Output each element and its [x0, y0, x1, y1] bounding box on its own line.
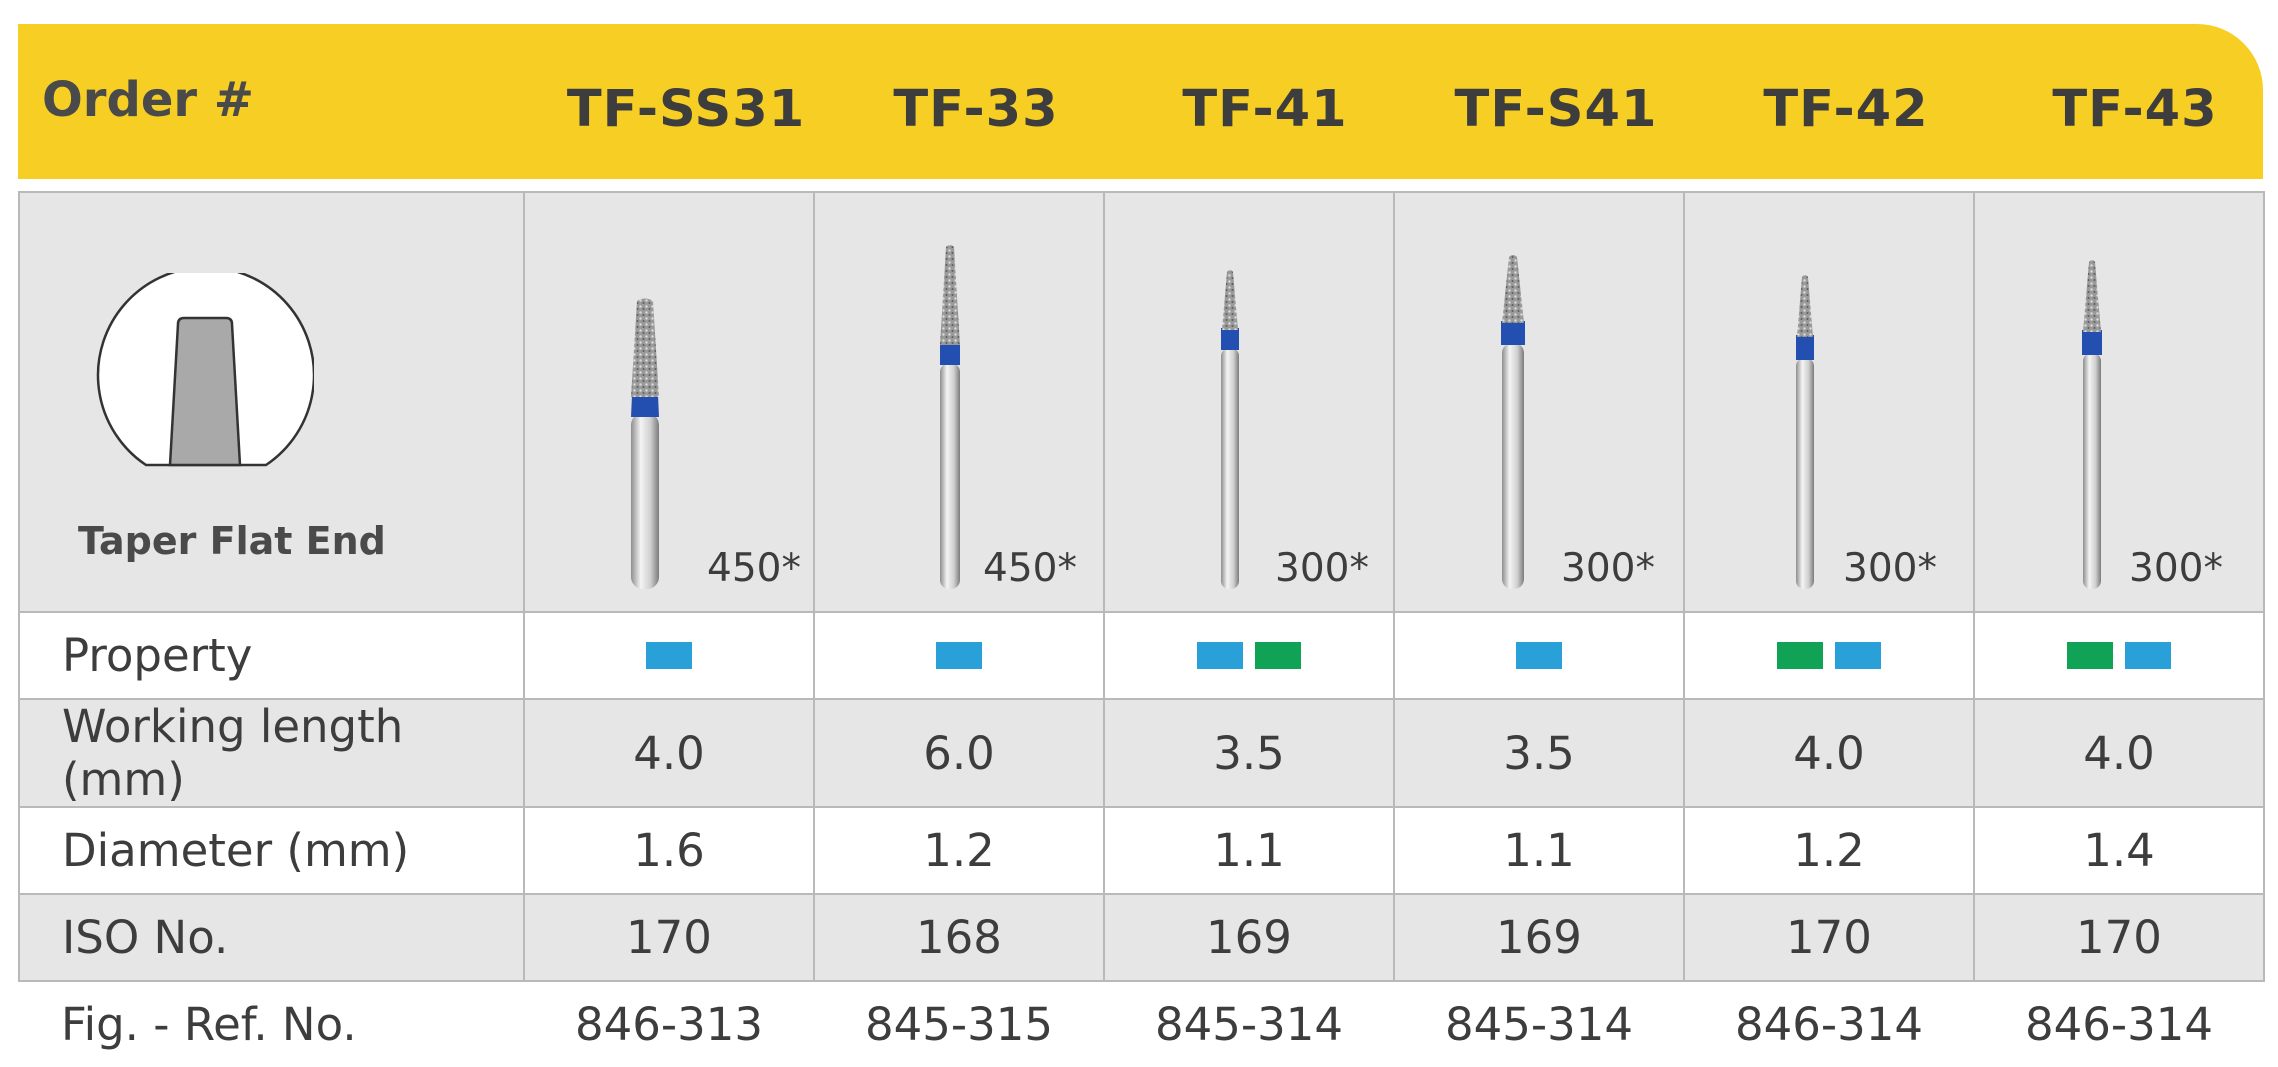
- bur-cell-tf-42: 300*: [1683, 191, 1975, 613]
- property-blue-swatch: [1835, 642, 1881, 669]
- iso-label: ISO No.: [18, 893, 525, 982]
- ref-label: Fig. - Ref. No.: [19, 981, 524, 1067]
- shape-cell: Taper Flat End: [18, 191, 525, 613]
- diameter-value: 1.1: [1393, 806, 1685, 895]
- property-cell: [1683, 611, 1975, 700]
- ref-value: 846-313: [524, 981, 814, 1067]
- property-blue-swatch: [1197, 642, 1243, 669]
- rpm-label: 300*: [2129, 546, 2223, 591]
- bur-tf-33-image: [940, 245, 960, 589]
- bur-tf-43-image: [2082, 260, 2102, 589]
- property-cell: [1973, 611, 2265, 700]
- diameter-value: 1.4: [1973, 806, 2265, 895]
- product-table: Order # TF-SS31 TF-33 TF-41 TF-S41 TF-42…: [18, 24, 2265, 1067]
- property-green-swatch: [2067, 642, 2113, 669]
- iso-value: 168: [813, 893, 1105, 982]
- order-header: Order # TF-SS31 TF-33 TF-41 TF-S41 TF-42…: [18, 24, 2263, 179]
- order-code-tf-42: TF-42: [1763, 80, 1929, 139]
- bur-cell-tf-33: 450*: [813, 191, 1105, 613]
- property-cell: [1103, 611, 1395, 700]
- working-length-value: 3.5: [1103, 698, 1395, 808]
- bur-cell-tf-43: 300*: [1973, 191, 2265, 613]
- order-code-tf-s41: TF-S41: [1454, 80, 1658, 139]
- order-code-tf-43: TF-43: [2052, 80, 2218, 139]
- diameter-value: 1.1: [1103, 806, 1395, 895]
- working-length-value: 6.0: [813, 698, 1105, 808]
- working-length-value: 4.0: [1973, 698, 2265, 808]
- bur-tf-ss31-image: [631, 298, 659, 589]
- bur-cell-tf-s41: 300*: [1393, 191, 1685, 613]
- ref-value: 845-314: [1104, 981, 1394, 1067]
- bur-tf-41-image: [1221, 270, 1239, 589]
- iso-value: 170: [1683, 893, 1975, 982]
- rpm-label: 450*: [707, 546, 801, 591]
- order-label: Order #: [42, 72, 254, 128]
- property-blue-swatch: [2125, 642, 2171, 669]
- bur-cell-tf-41: 300*: [1103, 191, 1395, 613]
- iso-value: 169: [1103, 893, 1395, 982]
- property-blue-swatch: [1516, 642, 1562, 669]
- rpm-label: 450*: [983, 546, 1077, 591]
- bur-tf-s41-image: [1501, 255, 1525, 589]
- order-code-tf-33: TF-33: [893, 80, 1059, 139]
- taper-flat-end-diagram: [96, 273, 314, 467]
- diameter-label: Diameter (mm): [18, 806, 525, 895]
- bur-cell-tf-ss31: 450*: [523, 191, 815, 613]
- working-length-value: 4.0: [523, 698, 815, 808]
- property-cell: [523, 611, 815, 700]
- iso-value: 170: [523, 893, 815, 982]
- diameter-value: 1.2: [1683, 806, 1975, 895]
- property-cell: [1393, 611, 1685, 700]
- ref-value: 846-314: [1974, 981, 2264, 1067]
- order-code-tf-41: TF-41: [1182, 80, 1348, 139]
- property-label: Property: [18, 611, 525, 700]
- diameter-value: 1.2: [813, 806, 1105, 895]
- property-cell: [813, 611, 1105, 700]
- rpm-label: 300*: [1275, 546, 1369, 591]
- rpm-label: 300*: [1843, 546, 1937, 591]
- working-length-label: Working length (mm): [18, 698, 525, 808]
- working-length-value: 3.5: [1393, 698, 1685, 808]
- property-green-swatch: [1777, 642, 1823, 669]
- property-blue-swatch: [936, 642, 982, 669]
- property-blue-swatch: [646, 642, 692, 669]
- spec-grid: Taper Flat End 450*: [18, 191, 2265, 1067]
- ref-value: 845-314: [1394, 981, 1684, 1067]
- ref-value: 846-314: [1684, 981, 1974, 1067]
- bur-tf-42-image: [1796, 275, 1814, 589]
- diameter-value: 1.6: [523, 806, 815, 895]
- iso-value: 169: [1393, 893, 1685, 982]
- property-green-swatch: [1255, 642, 1301, 669]
- shape-caption: Taper Flat End: [78, 519, 386, 563]
- ref-value: 845-315: [814, 981, 1104, 1067]
- working-length-value: 4.0: [1683, 698, 1975, 808]
- iso-value: 170: [1973, 893, 2265, 982]
- rpm-label: 300*: [1561, 546, 1655, 591]
- order-code-tf-ss31: TF-SS31: [566, 80, 806, 139]
